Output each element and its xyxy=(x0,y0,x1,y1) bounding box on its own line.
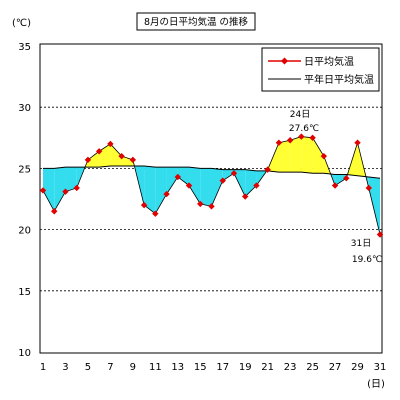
daily-point-24 xyxy=(298,133,305,140)
x-tick-label-3: 3 xyxy=(62,362,68,373)
daily-point-25 xyxy=(309,134,316,141)
fill-below-19-0 xyxy=(245,169,257,197)
fill-above-22-0 xyxy=(278,140,291,173)
daily-point-11 xyxy=(152,210,159,217)
x-tick-label-17: 17 xyxy=(216,362,229,373)
legend-box xyxy=(261,47,380,92)
daily-point-6 xyxy=(95,148,103,155)
daily-point-30 xyxy=(365,184,372,192)
x-tick-label-5: 5 xyxy=(85,362,91,373)
fill-below-13-0 xyxy=(177,167,190,186)
daily-point-1 xyxy=(39,187,47,194)
daily-point-15 xyxy=(197,200,204,208)
x-axis-tick-labels: 1 3 5 7 9 11 13 15 17 19 21 23 25 27 29 31 xyxy=(40,362,387,373)
daily-point-13 xyxy=(174,173,181,181)
daily-point-23 xyxy=(286,137,294,144)
fill-above-24-0 xyxy=(301,136,313,174)
y-tick-label-30: 30 xyxy=(18,103,31,114)
fill-below-12-0 xyxy=(166,167,178,195)
y-tick-label-35: 35 xyxy=(18,42,31,53)
x-tick-label-29: 29 xyxy=(351,362,364,373)
x-tick-label-7: 7 xyxy=(107,362,113,373)
daily-point-17 xyxy=(219,177,226,184)
annotation-day-31-value: 19.6℃ xyxy=(352,255,382,265)
series-daily-temperature xyxy=(39,133,384,238)
y-tick-label-20: 20 xyxy=(18,226,31,237)
legend-daily-label: 日平均気温 xyxy=(304,55,354,68)
x-tick-label-9: 9 xyxy=(130,362,136,373)
x-axis-unit-label: (日) xyxy=(367,379,385,390)
x-tick-label-11: 11 xyxy=(149,362,162,373)
fill-below-16-0 xyxy=(211,168,223,207)
chart-title: 8月の日平均気温 の推移 xyxy=(144,16,249,28)
annotation-day-31-label: 31日 xyxy=(351,238,371,249)
daily-point-16 xyxy=(208,203,215,210)
fill-below-17-0 xyxy=(222,169,234,181)
daily-point-9 xyxy=(129,156,137,164)
legend: 日平均気温 平年日平均気温 xyxy=(261,47,380,92)
fill-above-25-0 xyxy=(312,137,324,174)
x-tick-label-1: 1 xyxy=(40,362,46,373)
daily-point-31 xyxy=(376,231,384,238)
daily-point-18 xyxy=(230,170,238,177)
x-tick-label-13: 13 xyxy=(171,362,184,373)
daily-point-3 xyxy=(62,188,69,195)
fill-above-7-0 xyxy=(110,143,122,166)
x-tick-label-25: 25 xyxy=(306,362,319,373)
normal-temperature-line xyxy=(43,165,381,179)
daily-point-29 xyxy=(354,139,361,146)
fill-below-14-0 xyxy=(189,167,201,204)
x-tick-label-23: 23 xyxy=(284,362,297,373)
annotation-day-24-label: 24日 xyxy=(290,109,310,120)
annotation-day-31: 31日 19.6℃ xyxy=(351,238,382,265)
y-axis-unit-label: (℃) xyxy=(12,18,31,29)
fill-above-5-0 xyxy=(87,151,100,168)
x-tick-label-15: 15 xyxy=(194,362,207,373)
x-tick-label-19: 19 xyxy=(239,362,252,373)
daily-point-19 xyxy=(242,193,249,200)
fill-below-2-0 xyxy=(54,167,66,212)
fill-below-3-0 xyxy=(65,167,77,192)
fill-below-1-0 xyxy=(43,168,55,212)
fill-below-10-0 xyxy=(144,165,156,214)
y-tick-label-25: 25 xyxy=(18,164,31,175)
fill-below-15-0 xyxy=(200,168,212,207)
x-tick-label-31: 31 xyxy=(374,362,387,373)
chart-title-box: 8月の日平均気温 の推移 xyxy=(136,12,256,31)
y-axis-tick-labels: 10 15 20 25 30 35 xyxy=(18,42,31,359)
daily-point-22 xyxy=(275,139,283,146)
annotation-day-24-value: 27.6℃ xyxy=(289,124,319,134)
daily-point-27 xyxy=(331,182,339,189)
daily-point-14 xyxy=(185,182,193,189)
fill-below-27-0 xyxy=(335,174,347,186)
y-tick-label-10: 10 xyxy=(18,348,31,359)
fill-above-8-0 xyxy=(121,156,133,166)
daily-point-5 xyxy=(84,156,92,164)
legend-normal-label: 平年日平均気温 xyxy=(304,73,374,86)
annotation-day-24: 24日 27.6℃ xyxy=(289,109,319,134)
daily-point-10 xyxy=(140,201,148,209)
x-tick-label-27: 27 xyxy=(329,362,342,373)
x-tick-label-21: 21 xyxy=(261,362,274,373)
legend-daily-marker xyxy=(281,57,288,65)
daily-point-12 xyxy=(163,190,170,198)
y-tick-label-15: 15 xyxy=(18,287,31,298)
daily-point-7 xyxy=(107,140,114,148)
daily-point-2 xyxy=(51,208,58,215)
daily-point-26 xyxy=(320,152,328,160)
daily-point-8 xyxy=(118,152,125,160)
series-normal-temperature xyxy=(43,165,381,179)
daily-point-4 xyxy=(73,184,80,192)
daily-point-28 xyxy=(343,174,350,182)
daily-point-21 xyxy=(264,166,271,173)
daily-point-20 xyxy=(253,182,260,189)
fill-below-11-0 xyxy=(155,167,167,214)
fill-above-23-0 xyxy=(290,136,302,173)
fill-below-30-0 xyxy=(368,176,380,235)
